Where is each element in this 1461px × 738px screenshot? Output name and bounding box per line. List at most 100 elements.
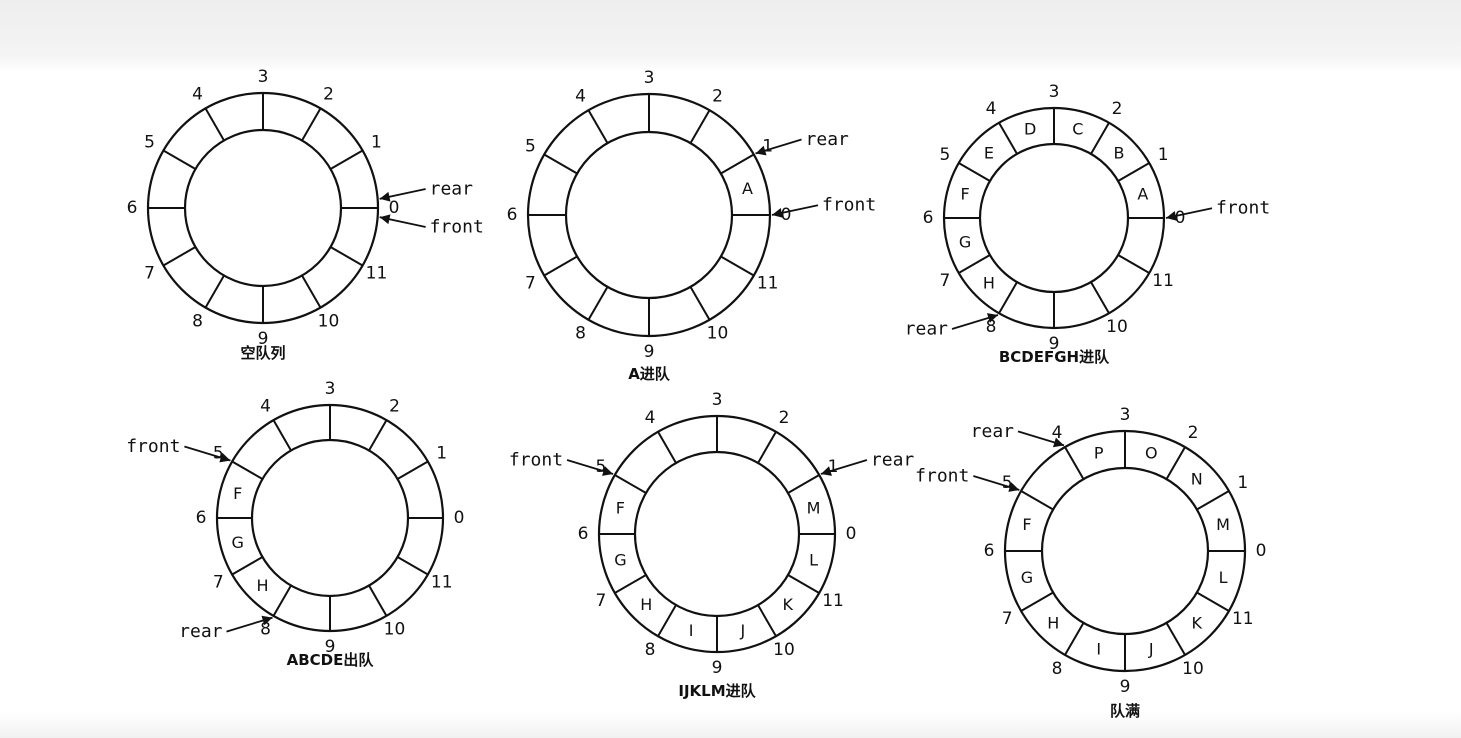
cell-0: L (1219, 568, 1228, 587)
slot-index-0: 0 (389, 198, 400, 218)
slot-index-0: 0 (454, 508, 465, 528)
cell-8: H (983, 274, 995, 293)
slot-index-5: 5 (596, 457, 607, 477)
slot-index-11: 11 (366, 264, 388, 284)
cell-6: F (233, 484, 242, 503)
slot-divider (1064, 446, 1085, 480)
rear-pointer-label: rear (806, 129, 850, 150)
slot-index-11: 11 (757, 274, 779, 294)
slot-index-9: 9 (712, 658, 723, 678)
slot-divider (657, 604, 677, 637)
cell-7: G (1021, 568, 1033, 587)
slot-index-4: 4 (645, 408, 656, 428)
inner-ring (564, 130, 734, 300)
slot-index-7: 7 (525, 274, 536, 294)
slot-index-6: 6 (127, 198, 138, 218)
slot-index-8: 8 (192, 311, 203, 331)
slot-index-1: 1 (828, 457, 839, 477)
slot-divider (958, 254, 991, 274)
slot-index-7: 7 (1002, 609, 1013, 629)
rear-pointer-label: rear (179, 621, 223, 642)
slot-index-1: 1 (1237, 473, 1248, 493)
cell-4: P (1094, 443, 1104, 462)
slot-index-7: 7 (596, 591, 607, 611)
cell-6: F (961, 185, 970, 204)
slot-index-1: 1 (1158, 145, 1169, 165)
slot-index-10: 10 (318, 311, 340, 331)
slot-index-11: 11 (822, 591, 844, 611)
slot-index-7: 7 (939, 271, 950, 291)
slot-divider (958, 162, 991, 182)
slot-divider (397, 556, 429, 576)
slot-index-4: 4 (1052, 423, 1063, 443)
slot-index-9: 9 (1049, 334, 1060, 354)
slot-divider (587, 109, 609, 144)
slot-index-2: 2 (389, 396, 400, 416)
slot-index-3: 3 (712, 390, 723, 410)
cell-0: L (809, 550, 818, 569)
slot-index-5: 5 (144, 133, 155, 153)
slot-index-0: 0 (1175, 208, 1186, 228)
slot-divider (757, 431, 777, 464)
rear-arrowhead (379, 191, 391, 202)
slot-index-0: 0 (1256, 541, 1267, 561)
slot-index-1: 1 (436, 444, 447, 464)
slot-index-7: 7 (144, 264, 155, 284)
front-arrowhead (379, 214, 391, 225)
slot-divider (330, 149, 364, 170)
slot-divider (204, 107, 225, 141)
front-pointer-label: front (822, 195, 876, 216)
slot-divider (368, 419, 388, 451)
front-arrowhead (219, 452, 231, 463)
slot-index-0: 0 (846, 524, 857, 544)
slot-index-6: 6 (923, 208, 934, 228)
slot-index-4: 4 (986, 99, 997, 119)
slot-index-4: 4 (260, 396, 271, 416)
cell-7: G (959, 232, 971, 251)
slot-index-10: 10 (707, 324, 729, 344)
slot-divider (330, 246, 364, 267)
slot-divider (587, 286, 609, 321)
inner-ring (250, 438, 410, 598)
cell-1: M (807, 499, 821, 518)
slot-index-6: 6 (578, 524, 589, 544)
circular-queue-3: 0 1 A 2 B 3C 4 D 5 E 6 F 7 G 8 H 9 10 11 front rear BCDEFGH进队 (905, 82, 1271, 366)
slot-divider (272, 585, 292, 617)
slot-index-10: 10 (773, 640, 795, 660)
front-arrowhead (1008, 482, 1020, 492)
rear-arrowhead (755, 145, 767, 156)
front-arrowhead (1166, 211, 1177, 221)
cell-5: E (984, 143, 994, 162)
cell-6: F (616, 499, 625, 518)
slot-index-2: 2 (1112, 99, 1123, 119)
slot-divider (998, 122, 1018, 155)
slot-index-4: 4 (192, 85, 203, 105)
slot-index-8: 8 (1052, 659, 1063, 679)
circular-queue-2: 0 1 A 2 3 4 5 6 7 8 9 10 11 rear front A进队 (507, 68, 877, 383)
slot-index-9: 9 (1120, 677, 1131, 697)
slot-divider (1020, 591, 1054, 612)
cell-8: H (256, 576, 268, 595)
slot-divider (543, 255, 578, 277)
inner-ring (978, 142, 1130, 294)
slot-index-5: 5 (939, 145, 950, 165)
slot-index-2: 2 (323, 85, 334, 105)
rear-arrowhead (986, 313, 998, 323)
cell-3: C (1072, 120, 1083, 139)
slot-index-1: 1 (762, 137, 773, 157)
slot-index-8: 8 (575, 324, 586, 344)
front-pointer-label: front (509, 450, 563, 471)
inner-ring (1040, 466, 1210, 636)
slot-index-1: 1 (371, 133, 382, 153)
slot-divider (1020, 490, 1054, 511)
slot-divider (689, 286, 711, 321)
slot-divider (301, 275, 322, 309)
slot-index-4: 4 (575, 86, 586, 106)
slot-index-6: 6 (984, 541, 995, 561)
slot-index-6: 6 (507, 205, 518, 225)
slot-index-9: 9 (258, 329, 269, 349)
slot-index-5: 5 (1002, 473, 1013, 493)
slot-divider (1090, 281, 1110, 314)
queue-caption: IJKLM进队 (678, 682, 756, 700)
